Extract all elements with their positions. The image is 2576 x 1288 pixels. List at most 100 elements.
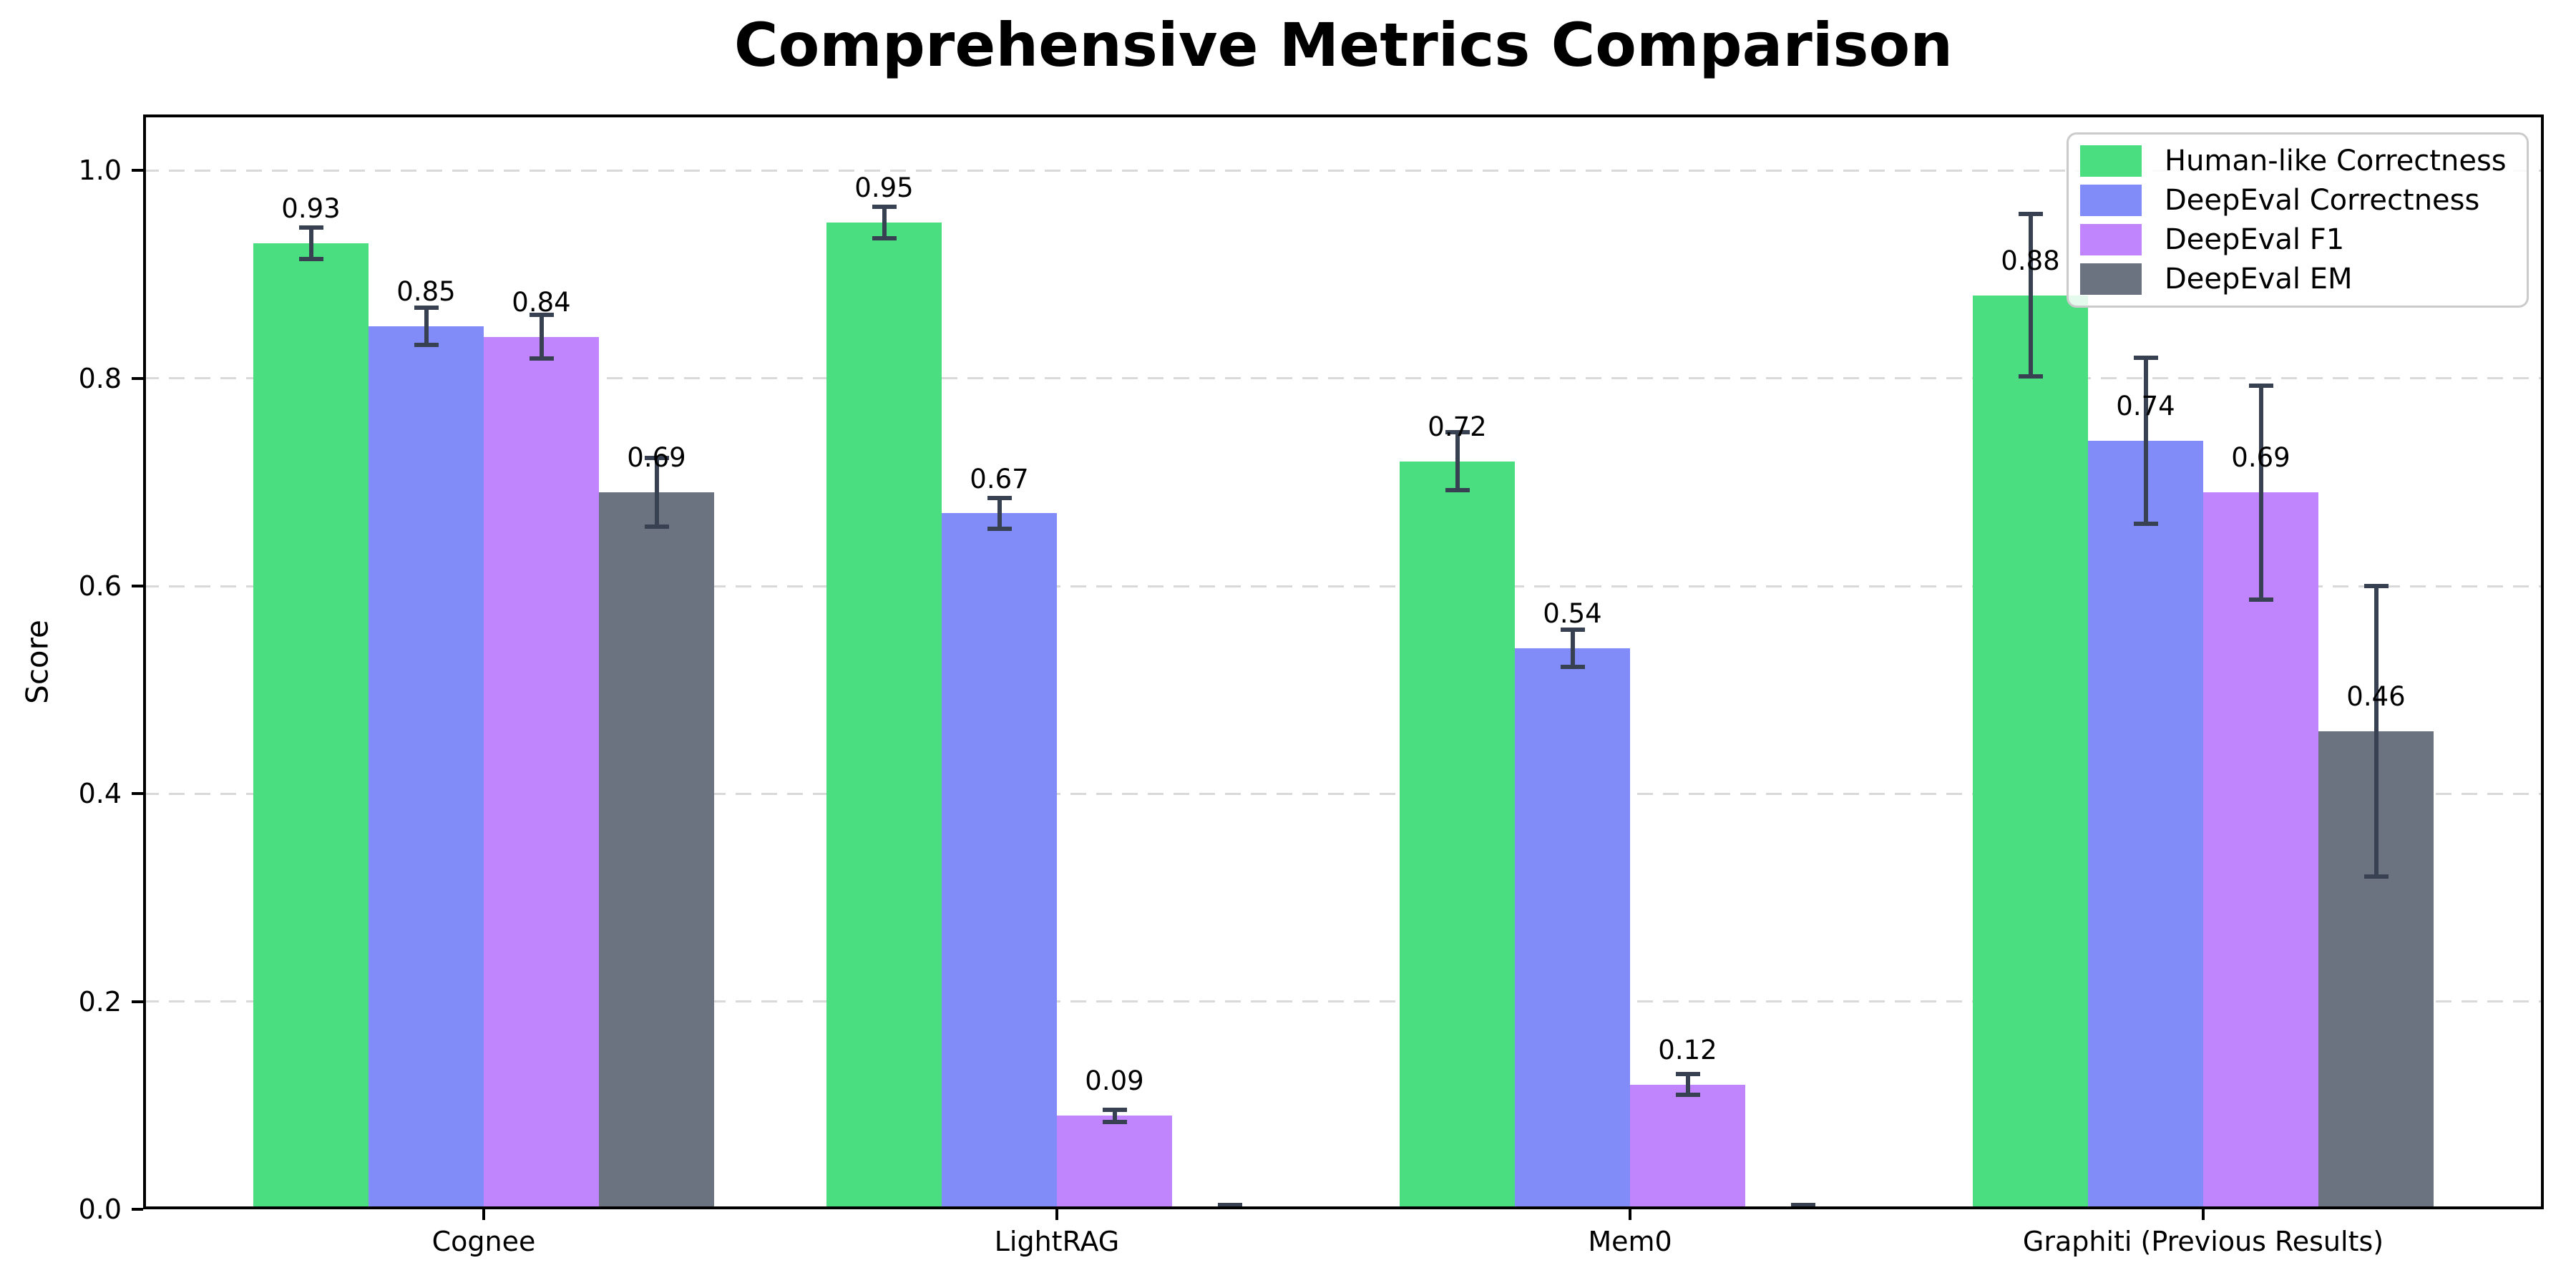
gridline [143, 169, 2544, 172]
error-bar-line [882, 207, 887, 238]
error-bar-cap-top [1217, 1203, 1242, 1208]
error-bar-line [1570, 630, 1575, 668]
bar-value-label: 0.72 [1428, 411, 1487, 442]
legend-item: DeepEval F1 [2080, 223, 2519, 256]
bar [2088, 440, 2203, 1209]
bar-value-label: 0.54 [1543, 598, 1602, 630]
legend-swatch [2080, 263, 2142, 295]
error-bar-cap-bottom [872, 235, 897, 240]
bar-value-label: 0.85 [396, 276, 456, 308]
y-tick-mark [132, 1000, 143, 1003]
error-bar-line [2373, 586, 2379, 877]
gridline [143, 1000, 2544, 1003]
legend-item: DeepEval Correctness [2080, 184, 2519, 217]
bar [599, 492, 714, 1209]
error-bar-cap-top [1790, 1203, 1815, 1208]
error-bar-cap-bottom [2363, 874, 2389, 879]
gridline [143, 585, 2544, 587]
error-bar-cap-top [2248, 383, 2273, 388]
bar-value-label: 0.93 [281, 193, 341, 225]
gridline [143, 377, 2544, 380]
error-bar-cap-bottom [2018, 374, 2043, 379]
error-bar-cap-bottom [987, 527, 1012, 532]
bar-value-label: 0.88 [2001, 245, 2060, 276]
error-bar-cap-top [2363, 584, 2389, 589]
bar [253, 243, 369, 1209]
error-bar-cap-top [644, 456, 669, 461]
legend-swatch [2080, 223, 2142, 255]
x-tick-label: Mem0 [1588, 1226, 1672, 1257]
legend: Human-like Correctness DeepEval Correctne… [2067, 132, 2529, 308]
legend-label: DeepEval EM [2165, 262, 2353, 296]
y-tick-mark [132, 169, 143, 172]
bar [369, 326, 484, 1209]
error-bar-cap-top [1560, 628, 1585, 632]
bar-value-label: 0.95 [854, 172, 914, 204]
y-tick-mark [132, 585, 143, 588]
bar [1057, 1116, 1172, 1209]
error-bar-cap-top [1102, 1107, 1127, 1112]
bar-value-label: 0.84 [512, 286, 571, 318]
y-axis-label: Score [19, 620, 55, 704]
bar [826, 222, 942, 1209]
error-bar-cap-top [2018, 212, 2043, 217]
chart-title: Comprehensive Metrics Comparison [733, 10, 1953, 80]
bar [1515, 648, 1630, 1209]
error-bar-line [1455, 432, 1460, 491]
x-tick-label: LightRAG [994, 1226, 1120, 1257]
error-bar-cap-top [1445, 430, 1470, 435]
y-tick-label: 0.4 [78, 778, 122, 810]
y-tick-label: 0.0 [78, 1194, 122, 1225]
legend-label: DeepEval F1 [2165, 223, 2345, 256]
bar-value-label: 0.69 [627, 442, 686, 474]
gridline [143, 792, 2544, 795]
error-bar-cap-bottom [414, 343, 439, 348]
x-tick-mark [2202, 1209, 2205, 1220]
error-bar-cap-top [414, 306, 439, 310]
legend-swatch [2080, 145, 2142, 177]
error-bar-line [1112, 1109, 1117, 1123]
x-tick-mark [1629, 1209, 1631, 1220]
bar-value-label: 0.74 [2116, 390, 2175, 421]
error-bar-cap-bottom [1102, 1120, 1127, 1125]
legend-label: DeepEval Correctness [2165, 184, 2480, 218]
legend-swatch [2080, 185, 2142, 217]
error-bar-line [2258, 385, 2263, 600]
error-bar-cap-bottom [2133, 521, 2158, 526]
bar [1400, 461, 1515, 1209]
error-bar-line [539, 315, 544, 359]
x-tick-mark [1055, 1209, 1058, 1220]
y-tick-label: 0.8 [78, 362, 122, 394]
bar-value-label: 0.12 [1658, 1034, 1717, 1065]
error-bar-line [997, 497, 1002, 530]
error-bar-cap-bottom [298, 256, 323, 261]
error-bar-cap-bottom [1445, 488, 1470, 493]
x-tick-mark [482, 1209, 485, 1220]
error-bar-line [424, 308, 429, 346]
y-tick-label: 0.6 [78, 570, 122, 602]
error-bar-cap-top [2133, 355, 2158, 360]
bar-value-label: 0.09 [1085, 1065, 1144, 1097]
error-bar-cap-top [529, 313, 554, 318]
y-tick-mark [132, 376, 143, 380]
error-bar-cap-bottom [1560, 665, 1585, 670]
bar [942, 513, 1057, 1209]
error-bar-cap-bottom [1675, 1093, 1700, 1098]
error-bar-cap-bottom [644, 525, 669, 530]
x-tick-label: Cognee [431, 1226, 536, 1257]
x-tick-label: Graphiti (Previous Results) [2022, 1226, 2384, 1257]
y-tick-mark [132, 1208, 143, 1211]
y-tick-mark [132, 792, 143, 796]
error-bar-line [2143, 357, 2148, 524]
bar-value-label: 0.46 [2346, 681, 2406, 713]
error-bar-line [1685, 1074, 1690, 1096]
bar [1630, 1084, 1745, 1209]
error-bar-cap-top [987, 495, 1012, 500]
error-bar-line [2028, 214, 2033, 376]
bar [1973, 295, 2088, 1209]
y-tick-label: 0.2 [78, 985, 122, 1018]
bar [2203, 492, 2318, 1209]
bar [484, 336, 599, 1209]
error-bar-line [308, 228, 313, 259]
error-bar-cap-top [1675, 1072, 1700, 1077]
